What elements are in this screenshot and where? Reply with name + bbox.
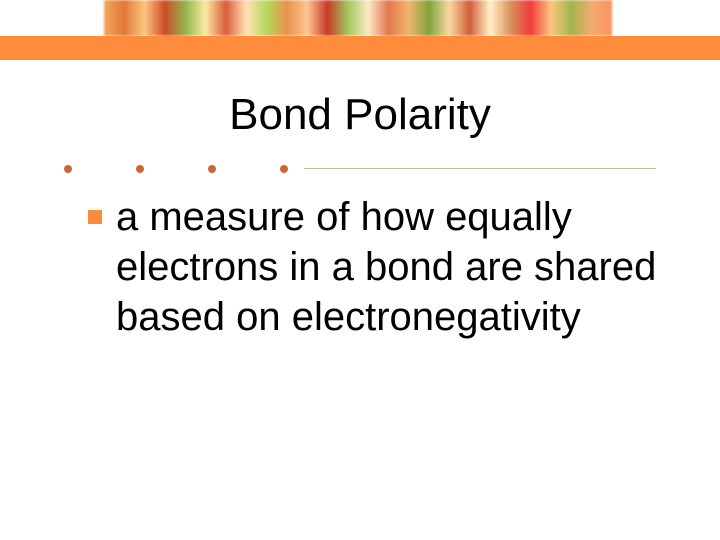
orange-accent-bar <box>0 36 720 60</box>
divider-dot <box>136 165 144 173</box>
banner-image-strip <box>104 0 612 36</box>
bullet-item: a measure of how equally electrons in a … <box>88 192 668 342</box>
divider-dot <box>280 165 288 173</box>
slide-title: Bond Polarity <box>0 90 720 140</box>
divider-dotted-line <box>64 168 656 170</box>
divider-dot <box>64 165 72 173</box>
divider-thin-line <box>304 168 656 169</box>
bullet-text: a measure of how equally electrons in a … <box>116 195 656 339</box>
divider-dot <box>208 165 216 173</box>
body-content: a measure of how equally electrons in a … <box>88 192 668 342</box>
bullet-square-icon <box>88 210 102 224</box>
